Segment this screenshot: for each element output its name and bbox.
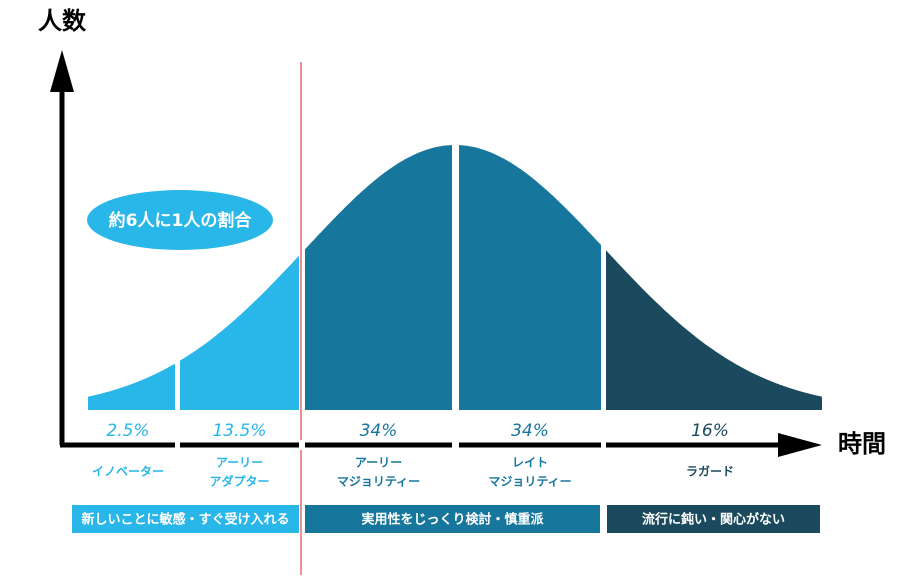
callout bbox=[87, 190, 273, 250]
group-box bbox=[72, 505, 299, 533]
callout-text: 約6人に1人の割合 bbox=[109, 210, 253, 231]
group-box bbox=[305, 505, 600, 533]
curve-segment bbox=[459, 145, 601, 410]
group-text: 実用性をじっくり検討・慎重派 bbox=[361, 512, 544, 528]
segment-name: マジョリティー bbox=[337, 475, 420, 489]
axis-gap bbox=[601, 440, 606, 450]
percent-label: 16% bbox=[691, 421, 729, 441]
axis-gap bbox=[452, 440, 459, 450]
group-box bbox=[607, 505, 820, 533]
y-axis-arrow bbox=[50, 50, 74, 92]
percent-label: 34% bbox=[360, 421, 398, 441]
percent-label: 34% bbox=[511, 421, 549, 441]
segment-name: ラガード bbox=[686, 464, 734, 479]
percent-label: 13.5% bbox=[212, 421, 266, 441]
x-axis-label: 時間 bbox=[838, 430, 886, 458]
group-text: 新しいことに敏感・すぐ受け入れる bbox=[81, 512, 289, 528]
x-axis-arrow bbox=[778, 433, 822, 457]
curve-segment bbox=[180, 255, 299, 410]
segment-name: アーリー bbox=[355, 456, 402, 470]
axis-gap bbox=[175, 440, 180, 450]
curve-segment bbox=[305, 145, 452, 410]
y-axis-label: 人数 bbox=[38, 7, 87, 35]
group-text: 流行に鈍い・関心がない bbox=[642, 512, 785, 528]
segment-name: アダプター bbox=[209, 474, 269, 489]
segment-name: レイト bbox=[512, 456, 548, 470]
percent-label: 2.5% bbox=[106, 421, 149, 441]
curve-segment bbox=[606, 250, 822, 410]
segments bbox=[88, 145, 822, 410]
segment-name: イノベーター bbox=[92, 465, 164, 479]
segment-name: アーリー bbox=[216, 456, 263, 470]
segment-name: マジョリティー bbox=[488, 475, 571, 489]
axis-gap bbox=[299, 440, 305, 450]
curve-segment bbox=[88, 363, 175, 410]
